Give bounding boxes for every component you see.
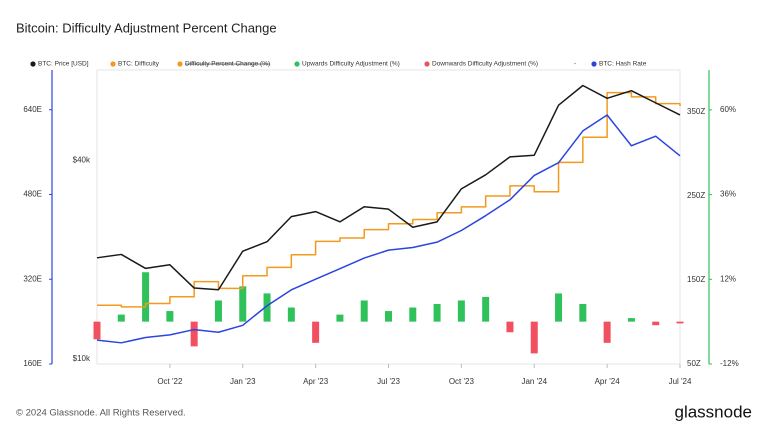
x-tick-label: Jan '24: [521, 377, 547, 386]
bar: [555, 293, 563, 322]
y-tick-label: 12%: [720, 274, 736, 283]
legend-swatch: [424, 61, 430, 67]
legend-label: Difficulty Percent Change (%): [185, 61, 270, 68]
bar: [190, 321, 198, 347]
y-tick-label: 160E: [23, 359, 42, 368]
bar: [385, 311, 392, 322]
x-tick-label: Apr '24: [595, 377, 621, 386]
copyright: © 2024 Glassnode. All Rights Reserved.: [16, 408, 186, 419]
y-tick-label: 50Z: [687, 359, 701, 368]
bar: [117, 314, 125, 322]
brand: glassnode: [674, 402, 752, 421]
y-tick-label: $10k: [73, 354, 91, 363]
legend-swatch: [177, 61, 183, 67]
y-tick-label: $40k: [73, 156, 91, 165]
legend-label: BTC: Price [USD]: [38, 61, 89, 68]
legend-label: Upwards Difficulty Adjustment (%): [302, 61, 400, 68]
bar: [676, 321, 684, 324]
step-line: [97, 91, 681, 308]
y-tick-label: 350Z: [687, 107, 705, 116]
x-tick-label: Apr '23: [303, 377, 329, 386]
bar: [142, 272, 150, 322]
bar: [627, 318, 635, 322]
x-tick-label: Oct '22: [157, 377, 183, 386]
chart-title: Bitcoin: Difficulty Adjustment Percent C…: [16, 20, 277, 35]
y-tick-label: 320E: [23, 274, 42, 283]
bar: [603, 321, 611, 343]
bar: [652, 321, 660, 326]
bar: [360, 300, 368, 322]
y-tick-label: -12%: [720, 359, 739, 368]
legend-label: BTC: Difficulty: [118, 61, 160, 68]
x-tick-label: Jul '23: [377, 377, 400, 386]
legend-swatch: [30, 61, 36, 67]
y-tick-label: 640E: [23, 105, 42, 114]
bar: [214, 300, 222, 322]
bar: [433, 304, 441, 322]
y-tick-label: 36%: [720, 190, 736, 199]
bar: [263, 293, 271, 322]
bar: [312, 321, 320, 343]
legend-label: BTC: Hash Rate: [599, 61, 647, 68]
x-tick-label: Oct '23: [449, 377, 475, 386]
bar: [239, 286, 247, 322]
x-tick-label: Jan '23: [230, 377, 256, 386]
bar: [530, 321, 538, 354]
y-tick-label: 150Z: [687, 275, 705, 284]
bar: [166, 311, 174, 322]
y-tick-label: 250Z: [687, 191, 705, 200]
y-tick-label: 480E: [23, 190, 42, 199]
x-tick-label: Jul '24: [669, 377, 692, 386]
bar: [287, 307, 295, 322]
legend-swatch: [294, 61, 300, 67]
bar: [409, 307, 417, 322]
legend-label: Downwards Difficulty Adjustment (%): [432, 61, 538, 68]
y-tick-label: 60%: [720, 105, 736, 114]
line: [96, 84, 681, 291]
bar: [579, 304, 587, 322]
legend-swatch: [110, 61, 116, 67]
bar: [336, 314, 344, 322]
bar: [93, 321, 101, 340]
legend-swatch: [591, 61, 597, 67]
line: [96, 114, 681, 344]
bar: [506, 321, 514, 333]
bar: [457, 300, 465, 322]
legend-label: -: [574, 61, 576, 68]
bar: [482, 296, 490, 322]
